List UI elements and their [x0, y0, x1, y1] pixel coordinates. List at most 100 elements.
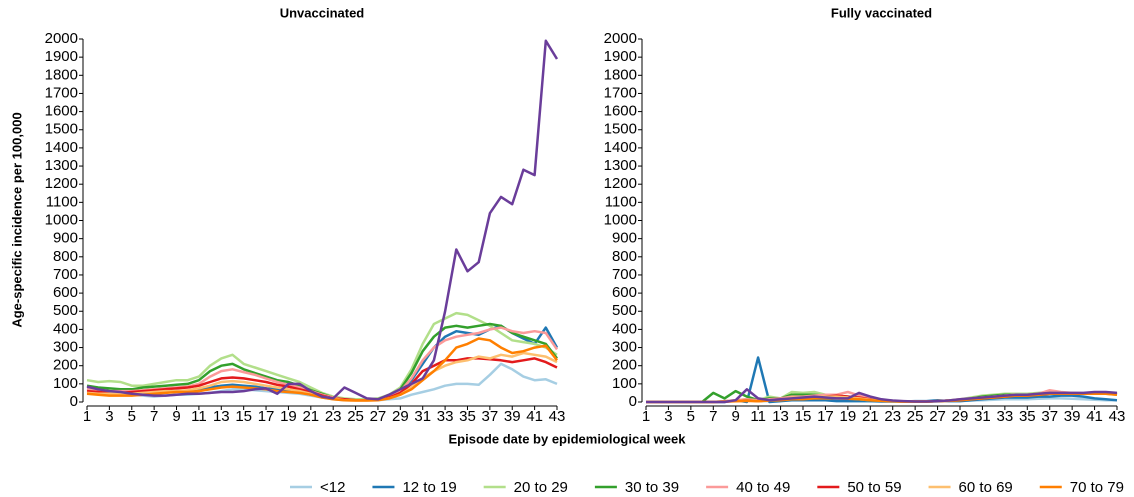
y-tick-label: 1900	[45, 48, 78, 65]
x-tick-label: 35	[1019, 408, 1036, 425]
x-tick-label: 43	[549, 408, 566, 425]
legend-label: 70 to 79	[1070, 479, 1124, 496]
y-tick-label: 1300	[604, 157, 637, 174]
x-tick-label: 29	[392, 408, 409, 425]
y-tick-label: 1700	[45, 84, 78, 101]
series-line	[86, 39, 559, 401]
y-tick-label: 1000	[45, 211, 78, 228]
x-tick-label: 27	[370, 408, 387, 425]
legend-label: <12	[320, 479, 345, 496]
x-tick-label: 19	[840, 408, 857, 425]
x-axis-label: Episode date by epidemiological week	[449, 431, 687, 446]
x-tick-label: 17	[817, 408, 834, 425]
x-tick-label: 23	[325, 408, 342, 425]
y-tick-label: 1400	[45, 139, 78, 156]
y-tick-label: 1200	[45, 175, 78, 192]
y-tick-label: 500	[612, 302, 637, 319]
y-tick-label: 1000	[604, 211, 637, 228]
y-tick-label: 800	[612, 248, 637, 265]
panel-title: Fully vaccinated	[831, 5, 932, 20]
y-tick-label: 0	[70, 393, 78, 410]
x-tick-label: 13	[213, 408, 230, 425]
legend-label: 30 to 39	[625, 479, 679, 496]
y-tick-label: 1600	[45, 103, 78, 120]
x-tick-label: 21	[862, 408, 879, 425]
x-tick-label: 43	[1109, 408, 1126, 425]
x-tick-label: 11	[191, 408, 207, 425]
x-tick-label: 25	[907, 408, 924, 425]
y-tick-label: 1400	[604, 139, 637, 156]
x-tick-label: 11	[750, 408, 766, 425]
y-tick-label: 400	[612, 320, 637, 337]
series-line	[646, 388, 1118, 404]
legend-label: 40 to 49	[736, 479, 790, 496]
x-tick-label: 1	[83, 408, 91, 425]
y-tick-label: 1800	[45, 66, 78, 83]
legend-label: 20 to 29	[514, 479, 568, 496]
x-tick-label: 9	[732, 408, 740, 425]
x-tick-label: 3	[105, 408, 113, 425]
x-tick-label: 25	[347, 408, 364, 425]
y-tick-label: 600	[612, 284, 637, 301]
x-tick-label: 33	[997, 408, 1014, 425]
x-tick-label: 7	[150, 408, 158, 425]
y-tick-label: 1100	[605, 193, 637, 210]
x-tick-label: 17	[258, 408, 275, 425]
x-tick-label: 5	[687, 408, 695, 425]
legend-label: 50 to 59	[847, 479, 901, 496]
y-tick-label: 200	[53, 357, 78, 374]
x-tick-label: 39	[504, 408, 521, 425]
y-tick-label: 1200	[604, 175, 637, 192]
y-tick-label: 400	[53, 320, 78, 337]
x-tick-label: 19	[280, 408, 297, 425]
x-tick-label: 35	[459, 408, 476, 425]
y-tick-label: 2000	[45, 30, 78, 47]
x-tick-label: 37	[1041, 408, 1058, 425]
x-tick-label: 31	[974, 408, 991, 425]
x-tick-label: 37	[482, 408, 499, 425]
x-tick-label: 23	[884, 408, 901, 425]
y-tick-label: 100	[612, 375, 637, 392]
y-tick-label: 700	[612, 266, 637, 283]
y-tick-label: 1700	[604, 84, 637, 101]
x-tick-label: 9	[172, 408, 180, 425]
x-tick-label: 3	[664, 408, 672, 425]
y-tick-label: 300	[53, 339, 78, 356]
y-tick-label: 1300	[45, 157, 78, 174]
legend-label: 60 to 69	[959, 479, 1013, 496]
panel-title: Unvaccinated	[280, 5, 365, 20]
x-tick-label: 5	[128, 408, 136, 425]
y-tick-label: 1500	[45, 121, 78, 138]
y-tick-label: 2000	[604, 30, 637, 47]
x-tick-label: 41	[526, 408, 543, 425]
legend-label: 12 to 19	[402, 479, 456, 496]
y-tick-label: 600	[53, 284, 78, 301]
x-tick-label: 15	[235, 408, 252, 425]
y-tick-label: 1800	[604, 66, 637, 83]
x-tick-label: 29	[952, 408, 969, 425]
y-tick-label: 900	[53, 230, 78, 247]
x-tick-label: 1	[642, 408, 650, 425]
y-tick-label: 900	[612, 230, 637, 247]
x-tick-label: 27	[929, 408, 946, 425]
y-tick-label: 800	[53, 248, 78, 265]
x-tick-label: 7	[709, 408, 717, 425]
y-tick-label: 1600	[604, 103, 637, 120]
y-tick-label: 100	[53, 375, 78, 392]
x-tick-label: 41	[1086, 408, 1103, 425]
x-tick-label: 13	[772, 408, 789, 425]
y-tick-label: 1100	[46, 193, 78, 210]
x-tick-label: 31	[414, 408, 431, 425]
x-tick-label: 15	[795, 408, 812, 425]
legend: <12 12 to 19 20 to 29 30 to 39 40 to 49 50 to…	[290, 479, 1124, 496]
x-tick-label: 21	[302, 408, 319, 425]
y-axis-label: Age-specific incidence per 100,000	[9, 112, 24, 327]
y-tick-label: 200	[612, 357, 637, 374]
y-tick-label: 500	[53, 302, 78, 319]
y-tick-label: 700	[53, 266, 78, 283]
y-tick-label: 0	[629, 393, 637, 410]
y-tick-label: 1900	[604, 48, 637, 65]
y-tick-label: 300	[612, 339, 637, 356]
x-tick-label: 33	[437, 408, 454, 425]
